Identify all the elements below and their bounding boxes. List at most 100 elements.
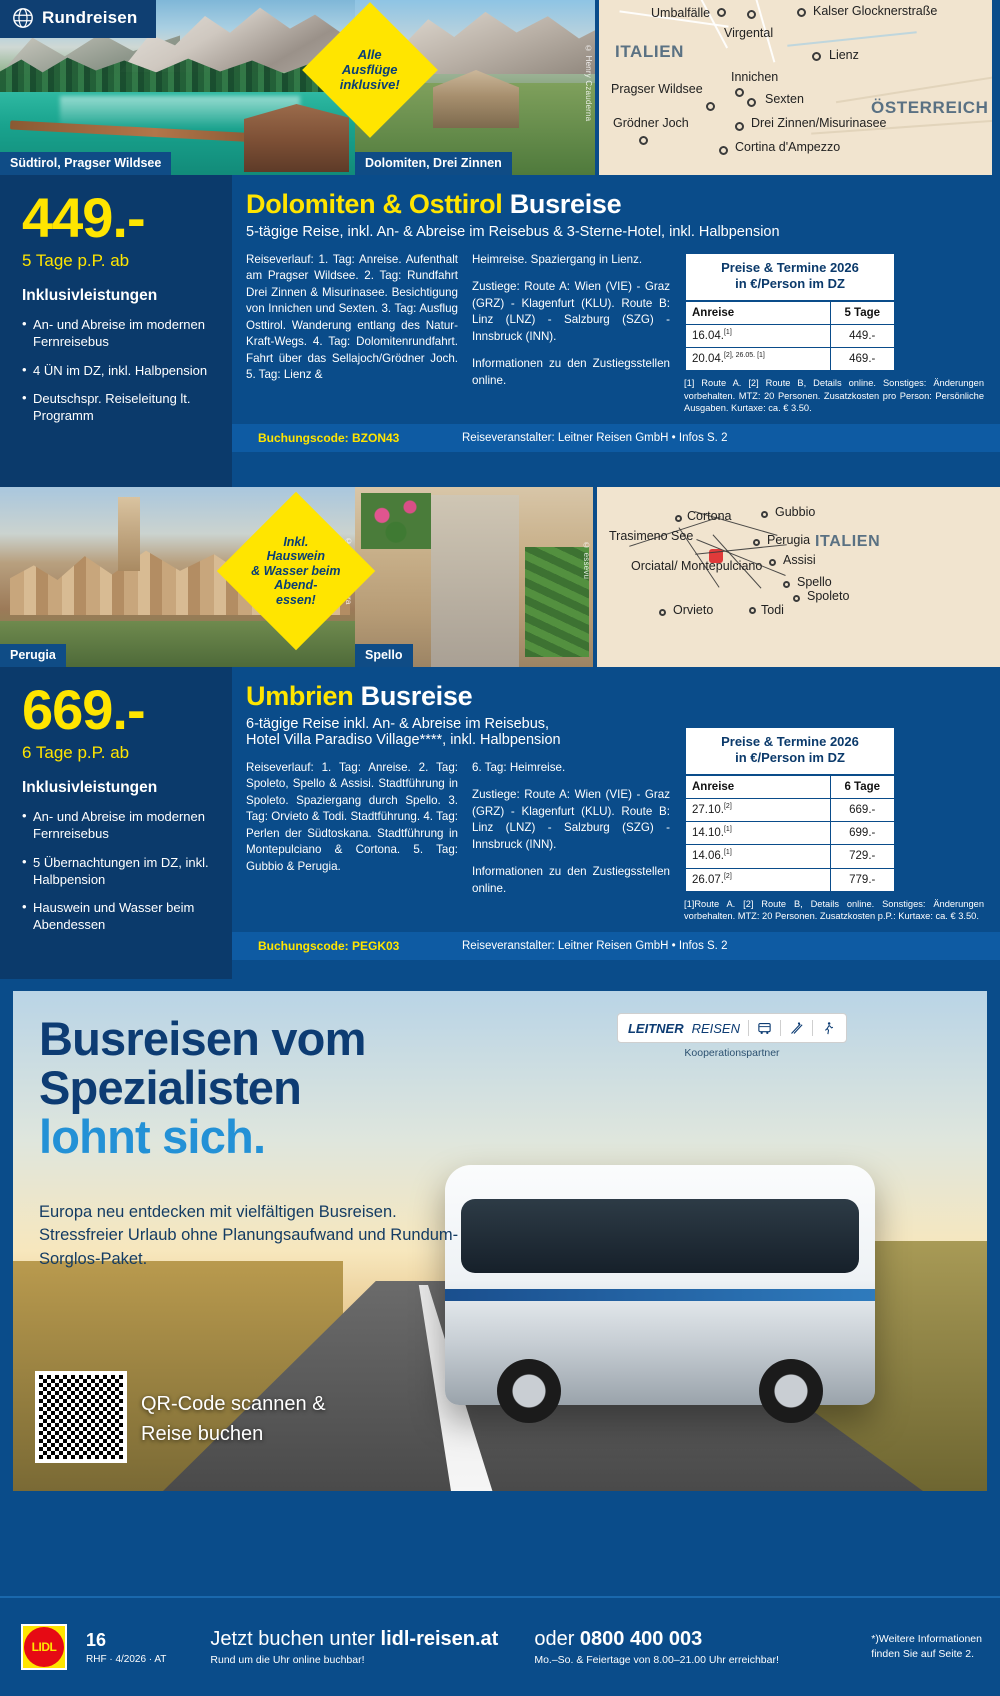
page-number: 16	[86, 1629, 107, 1650]
organizer-value: Leitner Reisen GmbH • Infos S. 2	[557, 431, 728, 444]
map-hotel-marker	[709, 549, 723, 563]
date-value: 27.10.	[692, 803, 724, 816]
footnote-marker: [2], 26.05. [1]	[723, 352, 765, 360]
offer-1-return: Heimreise. Spaziergang in Lienz.	[472, 253, 643, 266]
footnote-marker: [2]	[723, 872, 732, 880]
list-item: An- und Abreise im modernen Fernreisebus	[22, 807, 218, 842]
offer-1-booking-code: Buchungscode: BZON43	[258, 430, 400, 445]
map-city-groedner-joch: Grödner Joch	[613, 116, 689, 130]
offer-2-boarding: Zustiege: Route A: Wien (VIE) - Graz (GR…	[472, 788, 670, 851]
offer-1-title: Dolomiten & Osttirol Busreise	[246, 189, 984, 220]
rundreisen-badge: Rundreisen	[0, 0, 156, 38]
table-header-row: Anreise 5 Tage	[686, 301, 894, 325]
alley-shape	[431, 495, 519, 667]
divider	[748, 1020, 749, 1036]
offer-2-title-rest: Busreise	[360, 681, 473, 711]
map-country-oesterreich: ÖSTERREICH	[871, 98, 989, 117]
offer-1-codebar[interactable]: Buchungscode: BZON43 Reiseveranstalter: …	[232, 423, 1000, 452]
table-col-days: 6 Tage	[830, 775, 894, 799]
booking-prefix: Jetzt buchen unter	[210, 1628, 381, 1650]
table-title-line-1: Preise & Termine 2026	[721, 260, 859, 275]
table-row: 26.07.[2] 779.-	[686, 868, 894, 892]
sticker-line-3: inklusive!	[340, 76, 400, 92]
partner-logo: LEITNER REISEN	[616, 1013, 847, 1043]
table-cell-price: 449.-	[830, 324, 894, 349]
map-route-line	[787, 31, 917, 47]
phone-number[interactable]: 0800 400 003	[579, 1628, 703, 1650]
ad-headline-line-3: lohnt sich.	[39, 1109, 266, 1163]
bus-stripe	[445, 1289, 875, 1301]
offer-umbrien[interactable]: 669.- 6 Tage p.P. ab Inklusivleistungen …	[0, 667, 1000, 979]
offer-1-organizer: Reiseveranstalter: Leitner Reisen GmbH •…	[462, 432, 727, 444]
photo-caption-left: Perugia	[0, 644, 66, 667]
offer-1-includes-title: Inklusivleistungen	[22, 287, 158, 305]
list-item: Deutschspr. Reiseleitung lt. Programm	[22, 389, 218, 424]
hiker-icon	[824, 1021, 834, 1034]
footer-phone-line-1: oder 0800 400 003	[534, 1628, 779, 1651]
offer-1-columns: Reiseverlauf: 1. Tag: Anreise. Aufenthal…	[246, 252, 984, 414]
table-title-line-1: Preise & Termine 2026	[721, 734, 859, 749]
chalet-shape	[433, 70, 519, 128]
booking-url[interactable]: lidl-reisen.at	[380, 1628, 499, 1650]
map-city-spoleto: Spoleto	[807, 589, 850, 603]
offer-1-price: 449.-	[22, 186, 146, 249]
sticker-line-2: Hauswein	[266, 549, 326, 564]
map-city-todi: Todi	[761, 603, 784, 617]
map2-country-italien: ITALIEN	[815, 533, 881, 550]
map-city-gubbio: Gubbio	[775, 505, 816, 519]
footer-phone[interactable]: oder 0800 400 003 Mo.–So. & Feiertage vo…	[534, 1628, 779, 1666]
offer-dolomiten-osttirol[interactable]: 449.- 5 Tage p.P. ab Inklusivleistungen …	[0, 175, 1000, 487]
offer-2-price-table-wrap: Preise & Termine 2026 in €/Person im DZ …	[684, 726, 984, 922]
table-title-line-2: in €/Person im DZ	[735, 750, 845, 766]
photo-credit: © Henry Czauderna	[584, 44, 593, 122]
bus-icon	[758, 1022, 771, 1034]
footer-booking[interactable]: Jetzt buchen unter lidl-reisen.at Rund u…	[210, 1628, 498, 1666]
map-city-cortina: Cortina d'Ampezzo	[735, 140, 841, 154]
table-row: 14.10.[1] 699.-	[686, 821, 894, 846]
offer-2-columns: Reiseverlauf: 1. Tag: Anreise. 2. Tag: S…	[246, 726, 984, 922]
map-dot	[719, 146, 728, 155]
offer-2-codebar[interactable]: Buchungscode: PEGK03 Reiseveranstalter: …	[232, 932, 1000, 961]
bus-window	[461, 1199, 859, 1273]
table-cell-price: 699.-	[830, 821, 894, 846]
date-value: 20.04.	[692, 353, 724, 366]
ad-headline: Busreisen vom Spezialisten lohnt sich.	[39, 1014, 366, 1163]
offer-1-boarding: Zustiege: Route A: Wien (VIE) - Graz (GR…	[472, 280, 670, 343]
qr-code-icon[interactable]	[35, 1371, 127, 1463]
organizer-label: Reiseveranstalter:	[462, 431, 555, 444]
offer-1-sidebar: 449.- 5 Tage p.P. ab Inklusivleistungen …	[0, 175, 232, 487]
table-cell-anreise: 27.10.[2]	[686, 798, 831, 823]
offer-1-price-table-wrap: Preise & Termine 2026 in €/Person im DZ …	[684, 252, 984, 414]
table-row: 20.04.[2], 26.05. [1] 469.-	[686, 347, 894, 371]
map-edge	[992, 0, 1000, 175]
map-dot	[659, 609, 666, 616]
map-city-assisi: Assisi	[783, 553, 816, 567]
offer-1-content: Dolomiten & Osttirol Busreise 5-tägige R…	[232, 175, 1000, 487]
offer-2-price: 669.-	[22, 678, 146, 741]
map-dolomiten-osttirol: ITALIEN ÖSTERREICH Umbalfälle Virgental …	[595, 0, 1000, 175]
qr-line-2: Reise buchen	[141, 1423, 264, 1445]
table-cell-price: 729.-	[830, 844, 894, 869]
table-header-row: Anreise 6 Tage	[686, 775, 894, 799]
table-cell-anreise: 14.10.[1]	[686, 821, 831, 846]
map-dot	[812, 52, 821, 61]
map-dot	[706, 102, 715, 111]
qr-instructions: QR-Code scannen & Reise buchen	[141, 1389, 326, 1449]
sticker-line-1: Inkl.	[283, 535, 309, 550]
map-city-kalser: Kalser Glocknerstraße	[813, 4, 938, 18]
table-cell-anreise: 26.07.[2]	[686, 868, 831, 892]
map-city-orciatal: Orciatal/ Montepulciano	[631, 559, 763, 573]
date-value: 26.07.	[692, 873, 724, 886]
lidl-logo: LIDL	[18, 1621, 70, 1673]
map-city-spello: Spello	[797, 575, 832, 589]
offer-2-price-sub: 6 Tage p.P. ab	[22, 743, 130, 763]
hero-banner-umbrien: © Henryk Sadura Perugia © essevu Spello …	[0, 487, 1000, 667]
logo-circle: LIDL	[24, 1627, 64, 1667]
table-row: 14.06.[1] 729.-	[686, 844, 894, 869]
photo-credit: © essevu	[582, 541, 591, 580]
list-item: An- und Abreise im modernen Fernreisebus	[22, 315, 218, 350]
offer-2-itinerary: Reiseverlauf: 1. Tag: Anreise. 2. Tag: S…	[246, 761, 458, 873]
map-dot	[753, 539, 760, 546]
map-country-italien: ITALIEN	[615, 42, 685, 61]
map-dot	[735, 88, 744, 97]
